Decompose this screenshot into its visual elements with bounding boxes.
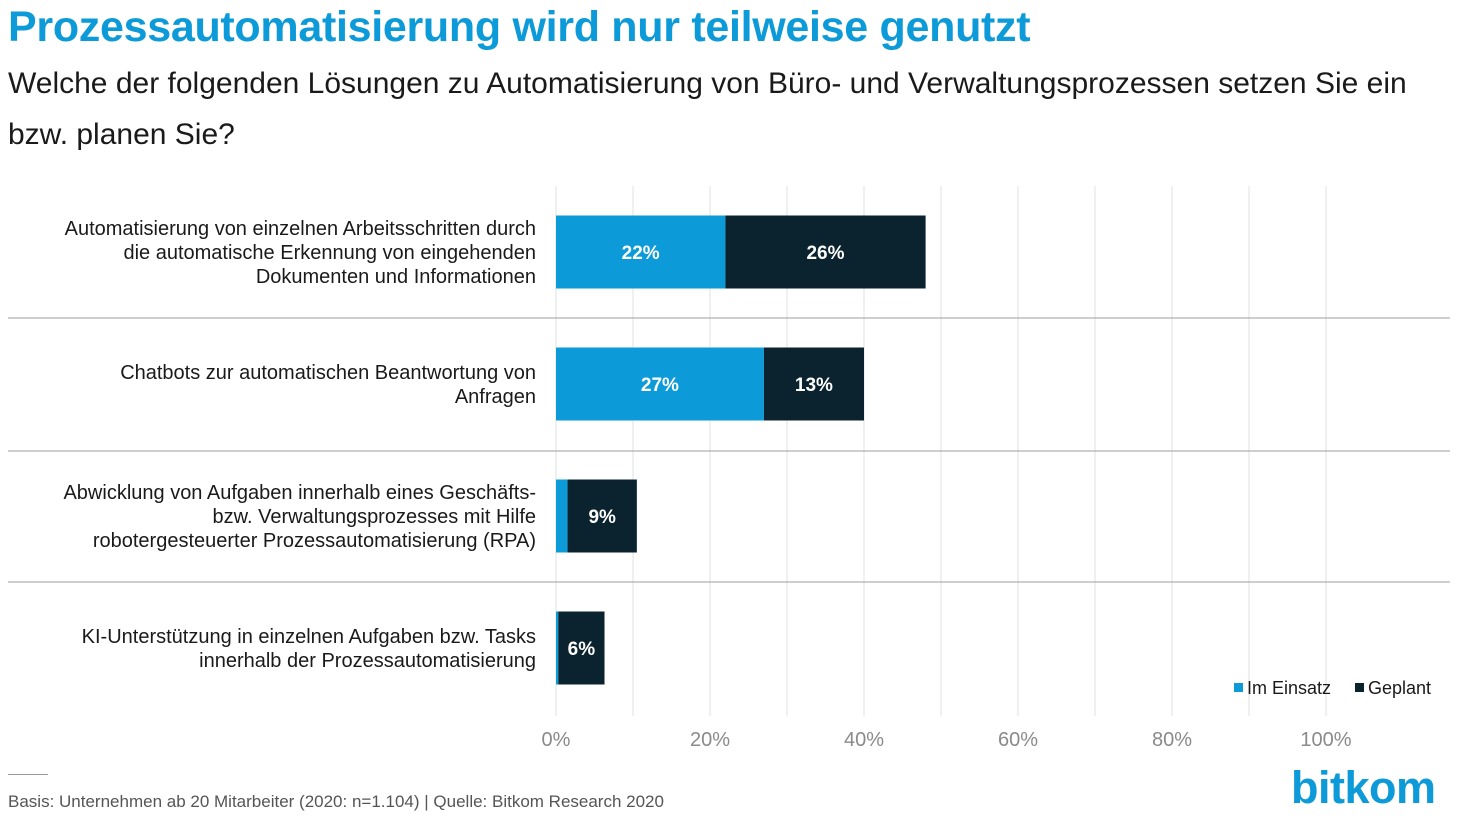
x-tick-label: 40% xyxy=(844,729,884,751)
x-tick-label: 20% xyxy=(690,729,730,751)
category-label: Chatbots zur automatischen Beantwortung … xyxy=(120,362,536,384)
data-label: 6% xyxy=(568,639,596,660)
data-label: 13% xyxy=(795,375,833,396)
bar-im-einsatz xyxy=(556,611,559,685)
chart-subtitle: Welche der folgenden Lösungen zu Automat… xyxy=(8,67,1407,151)
data-label: 27% xyxy=(641,375,679,396)
bar-geplant xyxy=(558,611,605,685)
data-label: 26% xyxy=(806,243,844,264)
bitkom-logo: bitkom xyxy=(1291,762,1436,813)
legend-swatch-geplant xyxy=(1355,683,1364,692)
footer-source: Basis: Unternehmen ab 20 Mitarbeiter (20… xyxy=(8,792,664,811)
x-tick-label: 100% xyxy=(1300,729,1351,751)
chart-title: Prozessautomatisierung wird nur teilweis… xyxy=(8,3,1031,51)
category-label: innerhalb der Prozessautomatisierung xyxy=(199,650,536,672)
chart-area: Automatisierung von einzelnen Arbeitssch… xyxy=(8,186,1450,751)
bar-geplant xyxy=(763,347,864,421)
data-label: 22% xyxy=(622,243,660,264)
data-label: 9% xyxy=(588,507,616,528)
bar-im-einsatz xyxy=(556,215,726,289)
legend-label-im-einsatz: Im Einsatz xyxy=(1247,678,1331,698)
bar-geplant xyxy=(725,215,926,289)
category-label: Anfragen xyxy=(455,386,536,408)
category-label: Automatisierung von einzelnen Arbeitssch… xyxy=(65,218,536,240)
category-label: die automatische Erkennung von eingehend… xyxy=(123,242,536,264)
category-label: Dokumenten und Informationen xyxy=(256,266,536,288)
legend-label-geplant: Geplant xyxy=(1368,678,1431,698)
footer-divider xyxy=(8,774,48,775)
legend-swatch-im-einsatz xyxy=(1234,683,1243,692)
category-label: bzw. Verwaltungsprozesses mit Hilfe xyxy=(213,506,536,528)
category-label: Abwicklung von Aufgaben innerhalb eines … xyxy=(63,482,536,504)
x-tick-label: 80% xyxy=(1152,729,1192,751)
x-tick-label: 60% xyxy=(998,729,1038,751)
x-tick-label: 0% xyxy=(542,729,571,751)
bar-im-einsatz xyxy=(556,347,764,421)
category-label: KI-Unterstützung in einzelnen Aufgaben b… xyxy=(82,626,536,648)
bar-im-einsatz xyxy=(556,479,568,553)
bar-geplant xyxy=(567,479,637,553)
category-label: robotergesteuerter Prozessautomatisierun… xyxy=(93,530,536,552)
